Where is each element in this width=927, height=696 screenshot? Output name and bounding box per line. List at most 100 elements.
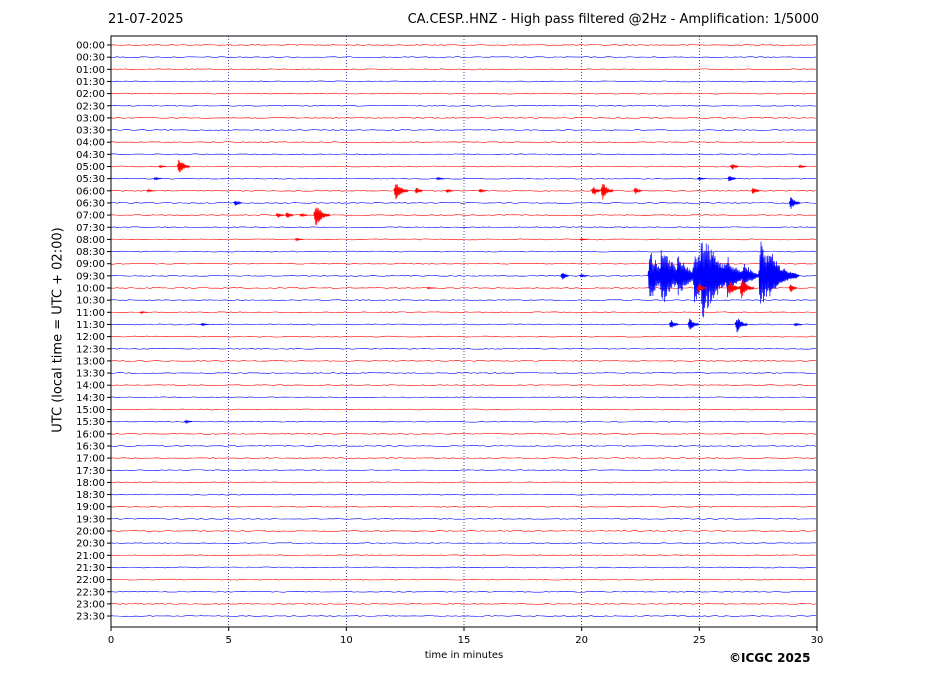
trace-2300 <box>110 603 817 605</box>
event-mark <box>739 279 755 299</box>
x-tick-label: 20 <box>575 635 588 646</box>
y-tick-label: 15:00 <box>76 405 105 416</box>
event-mark <box>139 310 148 315</box>
x-tick-label: 25 <box>693 635 706 646</box>
trace-0800 <box>110 238 817 241</box>
y-tick-label: 15:30 <box>76 417 105 428</box>
trace-0030 <box>110 56 817 58</box>
grid-lines <box>228 36 700 627</box>
y-tick-label: 09:00 <box>76 259 105 270</box>
y-tick-label: 00:30 <box>76 53 105 64</box>
y-tick-label: 03:30 <box>76 126 105 137</box>
trace-1500 <box>110 408 817 411</box>
event-mark <box>176 159 191 173</box>
event-mark <box>294 237 304 242</box>
event-mark <box>200 322 209 327</box>
event-mark <box>668 320 679 328</box>
event-mark <box>233 200 242 206</box>
event-mark <box>435 176 445 181</box>
y-tick-label: 03:00 <box>76 113 105 124</box>
x-tick-label: 15 <box>458 635 471 646</box>
trace-2200 <box>110 578 817 581</box>
trace-1230 <box>110 347 817 350</box>
trace-1930 <box>110 518 817 520</box>
y-tick-label: 21:30 <box>76 563 105 574</box>
event-mark <box>697 176 706 182</box>
event-mark <box>414 187 424 194</box>
trace-0000 <box>110 44 817 46</box>
y-tick-label: 00:00 <box>76 41 105 52</box>
trace-2030 <box>110 542 817 544</box>
y-tick-label: 01:30 <box>76 77 105 88</box>
copyright-label: ©ICGC 2025 <box>729 651 811 665</box>
y-tick-label: 09:30 <box>76 271 105 282</box>
y-tick-label: 21:00 <box>76 551 105 562</box>
trace-0600 <box>110 189 817 192</box>
y-tick-label: 06:30 <box>76 198 105 209</box>
event-mark <box>579 273 588 278</box>
trace-0230 <box>110 104 817 107</box>
plot-frame <box>110 35 818 628</box>
y-tick-label: 14:30 <box>76 393 105 404</box>
event-mark <box>285 212 294 218</box>
y-tick-label: 02:00 <box>76 89 105 100</box>
event-mark <box>727 176 737 182</box>
event-mark <box>751 187 760 194</box>
event-mark <box>393 184 409 200</box>
trace-lines <box>110 44 817 617</box>
event-mark <box>313 207 331 226</box>
event-mark <box>730 164 739 170</box>
y-tick-label: 13:30 <box>76 369 105 380</box>
y-tick-label: 17:30 <box>76 466 105 477</box>
trace-2130 <box>110 566 817 569</box>
event-mark <box>600 184 614 200</box>
x-axis-label: time in minutes <box>424 650 504 661</box>
event-mark <box>275 212 285 218</box>
trace-1430 <box>110 396 817 399</box>
event-mark <box>767 253 799 297</box>
y-tick-label: 08:30 <box>76 247 105 258</box>
y-tick-label: 22:30 <box>76 587 105 598</box>
event-mark <box>788 284 798 293</box>
trace-0200 <box>110 92 817 95</box>
y-tick-label: 07:00 <box>76 211 105 222</box>
trace-1630 <box>110 445 817 447</box>
event-mark <box>788 197 801 209</box>
y-tick-label: 05:00 <box>76 162 105 173</box>
event-mark <box>299 212 308 218</box>
event-mark <box>591 186 601 195</box>
y-tick-label: 04:30 <box>76 150 105 161</box>
event-mark <box>579 237 588 242</box>
trace-0830 <box>110 250 817 253</box>
trace-0700 <box>110 214 817 216</box>
y-tick-label: 18:00 <box>76 478 105 489</box>
trace-1730 <box>110 469 817 472</box>
trace-0100 <box>110 68 817 71</box>
event-mark <box>478 188 487 193</box>
y-tick-label: 18:30 <box>76 490 105 501</box>
y-tick-label: 16:00 <box>76 429 105 440</box>
y-tick-label: 19:00 <box>76 502 105 513</box>
y-tick-label: 12:30 <box>76 344 105 355</box>
event-mark <box>158 164 167 169</box>
trace-1130 <box>110 323 817 326</box>
x-tick-labels: 0 5 10 15 20 25 30 <box>108 627 823 646</box>
y-tick-label: 12:00 <box>76 332 105 343</box>
y-tick-label: 01:00 <box>76 65 105 76</box>
y-tick-label: 20:00 <box>76 527 105 538</box>
trace-0330 <box>110 129 817 131</box>
y-tick-label: 10:30 <box>76 296 105 307</box>
event-mark <box>426 286 435 290</box>
date-label: 21-07-2025 <box>108 12 184 27</box>
event-mark <box>687 318 700 330</box>
y-tick-label: 07:30 <box>76 223 105 234</box>
y-tick-label: 13:00 <box>76 356 105 367</box>
event-mark <box>734 318 748 333</box>
trace-1530 <box>110 420 817 423</box>
trace-1600 <box>110 432 817 435</box>
trace-1330 <box>110 372 817 374</box>
y-tick-label: 19:30 <box>76 514 105 525</box>
y-tick-label: 11:30 <box>76 320 105 331</box>
